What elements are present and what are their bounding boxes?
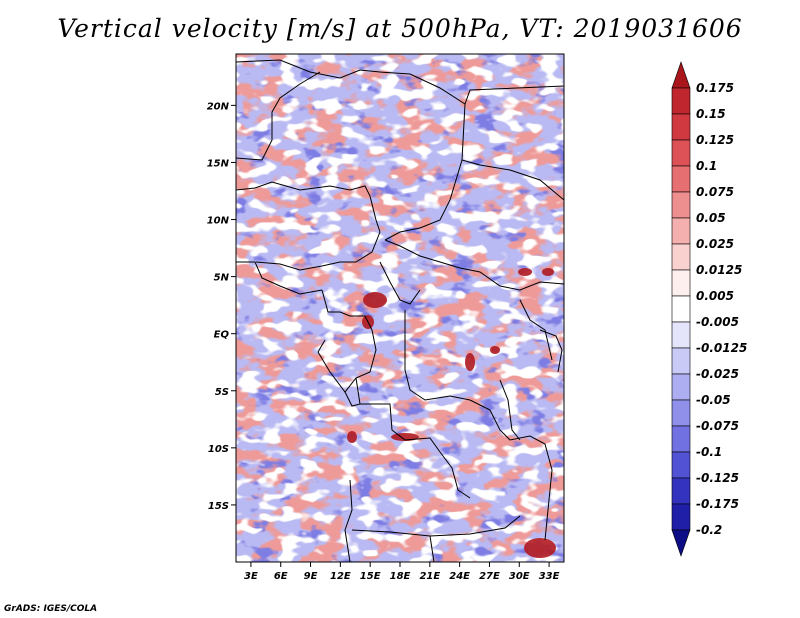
- colorbar-label: 0.175: [696, 81, 734, 95]
- colorbar-label: -0.075: [696, 419, 739, 433]
- colorbar-swatch: [671, 269, 691, 297]
- x-tick-label: 3E: [244, 571, 258, 582]
- colorbar-swatch: [671, 191, 691, 219]
- colorbar-label: -0.175: [696, 497, 739, 511]
- velocity-field: [236, 54, 564, 562]
- x-tick-label: 33E: [539, 571, 560, 582]
- colorbar-swatch: [671, 529, 691, 557]
- grads-credit: GrADS: IGES/COLA: [4, 604, 98, 614]
- colorbar-label: 0.125: [696, 133, 734, 147]
- colorbar-swatch: [671, 139, 691, 167]
- colorbar-swatch: [671, 503, 691, 531]
- colorbar-label: -0.1: [696, 445, 722, 459]
- x-tick-label: 27E: [479, 571, 500, 582]
- colorbar-swatch: [671, 61, 691, 89]
- x-tick-label: 9E: [304, 571, 318, 582]
- x-tick-label: 15E: [360, 571, 381, 582]
- y-tick-label: 10N: [207, 216, 230, 227]
- colorbar-label: 0.075: [696, 185, 734, 199]
- y-tick-label: 15N: [207, 158, 230, 169]
- colorbar-label: 0.15: [696, 107, 726, 121]
- colorbar-swatch: [671, 295, 691, 323]
- colorbar-swatch: [671, 399, 691, 427]
- colorbar-swatch: [671, 425, 691, 453]
- colorbar-swatch: [671, 451, 691, 479]
- y-tick-label: 5S: [215, 387, 229, 398]
- y-tick-label: EQ: [214, 330, 230, 341]
- colorbar-label: -0.2: [696, 523, 722, 537]
- colorbar-label: -0.025: [696, 367, 739, 381]
- colorbar-swatch: [671, 87, 691, 115]
- colorbar-label: -0.0125: [696, 341, 747, 355]
- colorbar-label: 0.025: [696, 237, 734, 251]
- y-axis: 20N 15N 10N 5N EQ 5S 10S 15S: [207, 101, 236, 512]
- x-tick-label: 18E: [390, 571, 411, 582]
- colorbar-label: 0.0125: [696, 263, 742, 277]
- colorbar-swatch: [671, 165, 691, 193]
- colorbar-label: -0.005: [696, 315, 739, 329]
- y-tick-label: 15S: [208, 501, 229, 512]
- colorbar-swatch: [671, 347, 691, 375]
- x-tick-label: 30E: [509, 571, 530, 582]
- x-tick-label: 24E: [449, 571, 470, 582]
- colorbar-swatch: [671, 113, 691, 141]
- country-borders: [236, 59, 564, 562]
- x-tick-label: 6E: [274, 571, 288, 582]
- y-tick-label: 5N: [214, 273, 230, 284]
- y-tick-label: 10S: [208, 444, 229, 455]
- colorbar-label: 0.05: [696, 211, 726, 225]
- x-axis: 3E 6E 9E 12E 15E 18E 21E 24E 27E 30E 33E: [244, 562, 560, 582]
- colorbar-label: 0.1: [696, 159, 717, 173]
- colorbar: 0.175 0.15 0.125 0.1 0.075 0.05 0.025 0.0125 0.0…: [671, 61, 747, 557]
- colorbar-label: 0.005: [696, 289, 734, 303]
- colorbar-swatch: [671, 477, 691, 505]
- y-tick-label: 20N: [207, 101, 230, 112]
- colorbar-label: -0.125: [696, 471, 739, 485]
- x-tick-label: 12E: [330, 571, 351, 582]
- colorbar-swatch: [671, 243, 691, 271]
- x-tick-label: 21E: [419, 571, 440, 582]
- colorbar-label: -0.05: [696, 393, 731, 407]
- colorbar-swatch: [671, 321, 691, 349]
- map-title: Vertical velocity [m/s] at 500hPa, VT: 2…: [57, 14, 743, 43]
- colorbar-swatch: [671, 217, 691, 245]
- colorbar-swatch: [671, 373, 691, 401]
